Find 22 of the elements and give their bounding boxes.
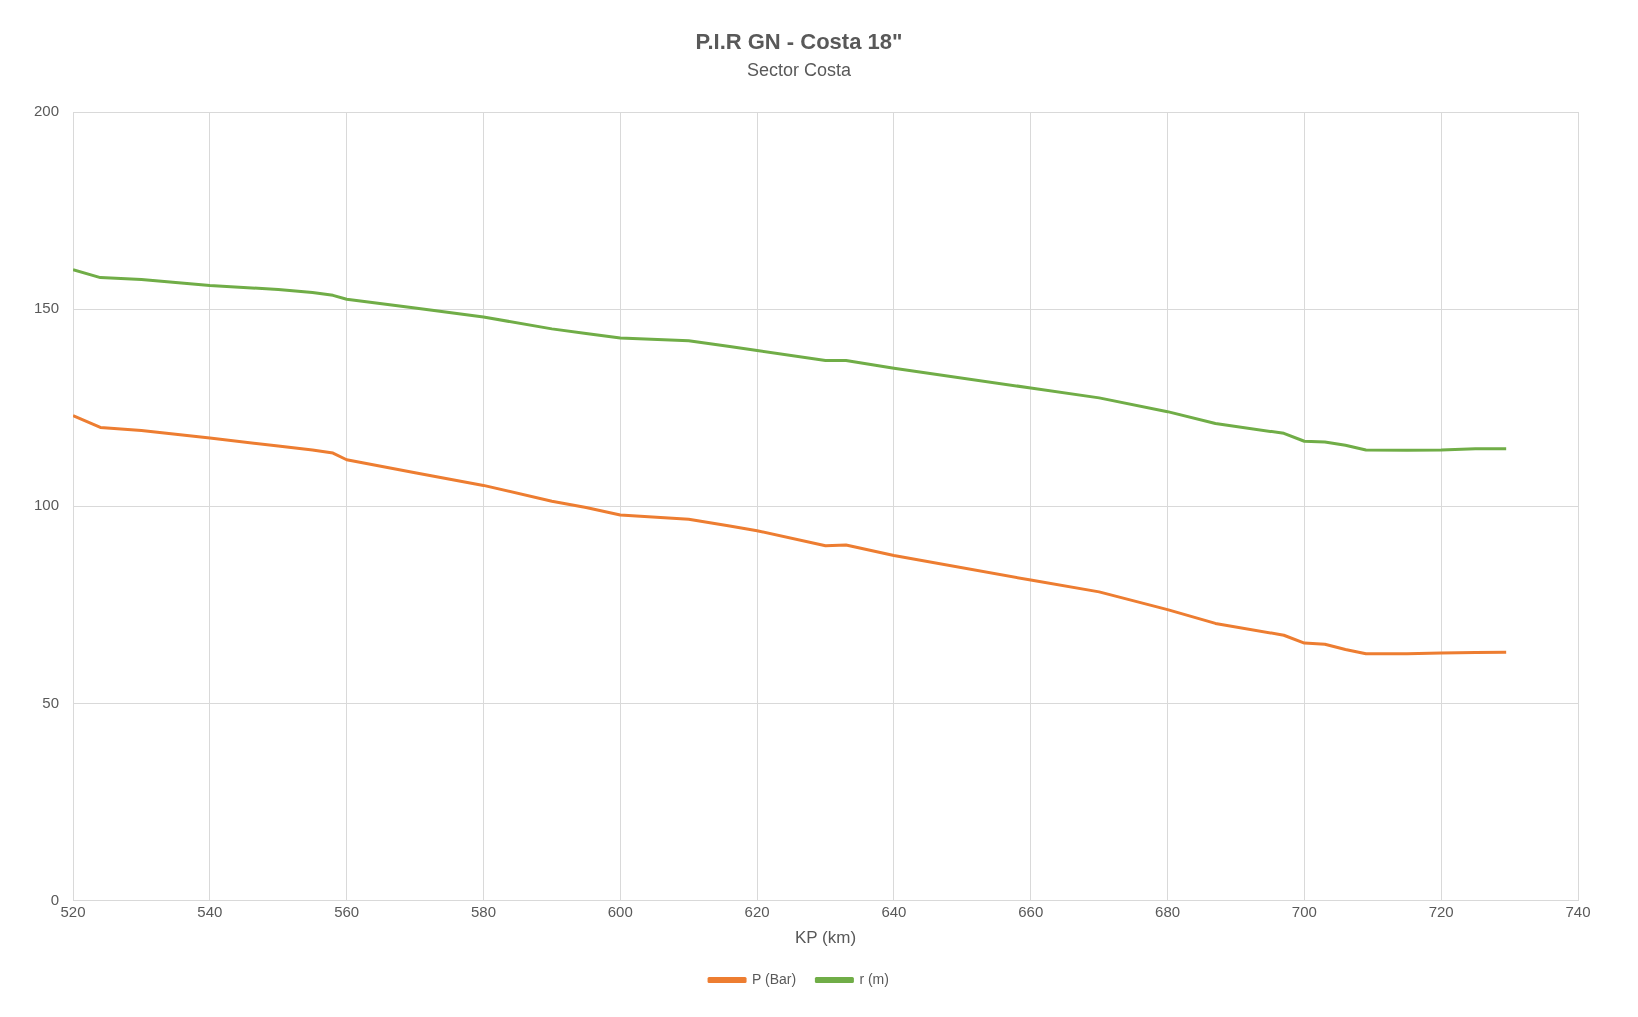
chart-title: P.I.R GN - Costa 18" <box>695 29 903 55</box>
x-axis-title: KP (km) <box>794 928 857 948</box>
chart-subtitle: Sector Costa <box>746 60 853 81</box>
y-tick-label: 100 <box>34 496 60 514</box>
x-tick-label: 640 <box>881 902 907 920</box>
x-tick-label: 660 <box>1018 902 1044 920</box>
y-tick-label: 200 <box>34 102 60 120</box>
x-tick-label: 680 <box>1155 902 1181 920</box>
x-tick-label: 580 <box>470 902 496 920</box>
x-tick-label: 520 <box>60 902 86 920</box>
x-tick-label: 740 <box>1565 902 1591 920</box>
y-tick-label: 0 <box>50 890 60 908</box>
legend-label: P (Bar) <box>752 970 797 987</box>
x-tick-label: 600 <box>607 902 633 920</box>
y-tick-label: 150 <box>34 299 60 317</box>
legend-label: r (m) <box>859 970 889 987</box>
y-tick-label: 50 <box>42 693 60 711</box>
x-tick-label: 620 <box>744 902 770 920</box>
x-tick-label: 560 <box>334 902 360 920</box>
x-tick-label: 720 <box>1428 902 1454 920</box>
x-tick-label: 700 <box>1291 902 1317 920</box>
x-tick-label: 540 <box>197 902 223 920</box>
